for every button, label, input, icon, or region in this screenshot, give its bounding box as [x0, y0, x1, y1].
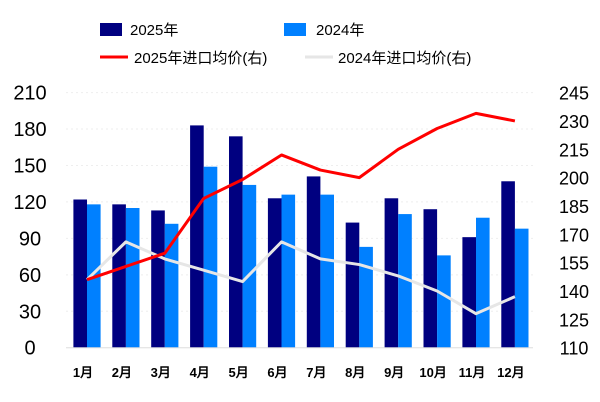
bar-2024 [281, 194, 296, 348]
bar-2025 [423, 209, 438, 348]
x-tick-label: 2月 [112, 365, 132, 380]
bar-2025 [462, 237, 476, 348]
x-tick-label: 9月 [384, 365, 404, 380]
bar-2025 [190, 125, 204, 348]
x-tick-label: 7月 [306, 365, 326, 380]
left-tick-label: 0 [24, 338, 35, 360]
bar-2025 [267, 198, 282, 348]
right-tick-label: 140 [559, 282, 589, 302]
bar-2024 [398, 214, 412, 348]
x-tick-label: 12月 [497, 365, 524, 380]
bar-2024 [359, 246, 373, 348]
right-tick-label: 230 [559, 112, 589, 132]
left-tick-label: 150 [13, 155, 46, 177]
right-tick-label: 170 [559, 225, 589, 245]
right-tick-label: 200 [559, 169, 589, 189]
left-tick-label: 210 [13, 83, 46, 105]
bar-2025 [229, 136, 243, 348]
legend-swatch-2024 [284, 23, 306, 36]
left-tick-label: 180 [13, 119, 46, 141]
bar-2025 [345, 222, 360, 348]
x-tick-label: 6月 [267, 365, 287, 380]
legend-label-2024: 2024年 [316, 22, 364, 39]
right-tick-label: 110 [560, 339, 589, 359]
bar-2024 [242, 184, 257, 348]
left-tick-label: 60 [19, 265, 41, 287]
left-tick-label: 120 [13, 192, 46, 214]
legend-label-2025: 2025年 [130, 22, 178, 39]
x-tick-label: 1月 [73, 365, 93, 380]
bar-2024 [164, 223, 179, 348]
bar-2024 [125, 208, 140, 348]
bar-2024 [320, 194, 334, 348]
x-tick-label: 8月 [345, 365, 365, 380]
right-tick-label: 155 [559, 254, 589, 274]
x-tick-label: 10月 [419, 365, 446, 380]
right-tick-label: 245 [559, 84, 589, 104]
bar-2024 [203, 166, 218, 348]
bar-2025 [112, 204, 126, 348]
left-tick-label: 90 [19, 228, 41, 250]
legend-label-2024-price: 2024年进口均价(右) [338, 50, 471, 67]
bar-2024 [476, 217, 490, 348]
bar-2024 [437, 255, 451, 348]
line-2024-price [85, 240, 516, 316]
right-tick-label: 215 [559, 140, 589, 160]
bar-2025 [151, 210, 165, 348]
bar-2024 [514, 228, 529, 348]
left-tick-label: 30 [19, 301, 41, 323]
x-tick-label: 11月 [459, 365, 486, 380]
bar-2025 [306, 176, 321, 348]
x-tick-label: 3月 [151, 365, 171, 380]
bar-2025 [501, 181, 515, 348]
right-tick-label: 125 [559, 310, 589, 330]
legend-swatch-2025 [100, 23, 122, 36]
x-tick-label: 5月 [228, 365, 248, 380]
line-2025-price [86, 111, 516, 282]
legend-label-2025-price: 2025年进口均价(右) [134, 50, 267, 67]
right-tick-label: 185 [559, 197, 589, 217]
bar-2025 [73, 199, 87, 348]
x-tick-label: 4月 [190, 365, 210, 380]
